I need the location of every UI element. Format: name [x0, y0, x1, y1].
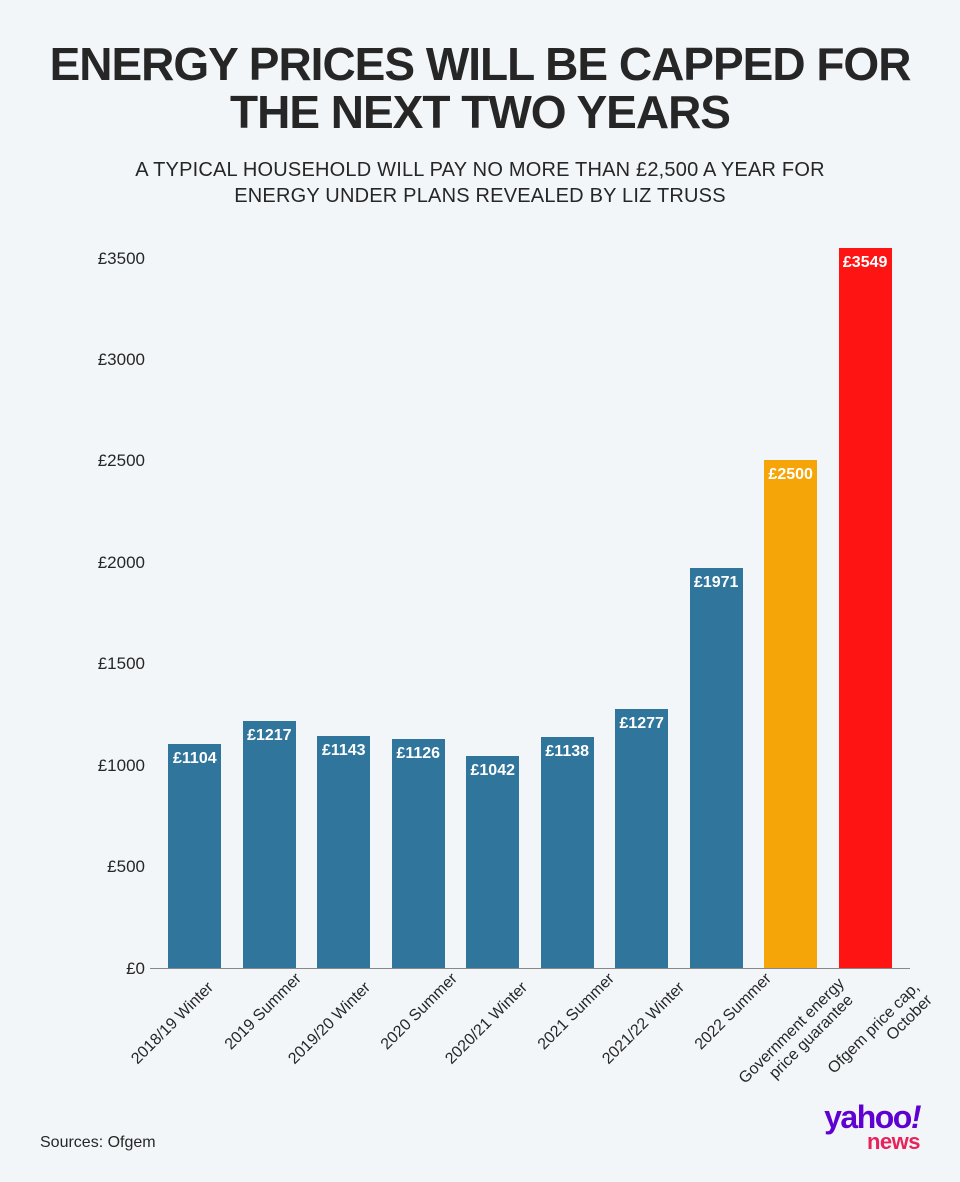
- bar-value-label: £1277: [615, 715, 668, 733]
- x-tick-label: 2018/19 Winter: [126, 979, 218, 1071]
- chart-title: ENERGY PRICES WILL BE CAPPED FOR THE NEX…: [40, 40, 920, 137]
- y-tick-label: £2500: [90, 451, 145, 471]
- bar-value-label: £1971: [690, 574, 743, 592]
- chart-plot: £1104 £1217 £1143 £1126 £1042 £1138 £1277 £1971…: [150, 249, 910, 969]
- x-tick-label: 2019/20 Winter: [283, 979, 375, 1071]
- x-tick-label: 2019 Summer: [221, 979, 296, 1054]
- y-tick-label: £500: [90, 857, 145, 877]
- bar-value-label: £3549: [839, 254, 892, 272]
- bar-value-label: £2500: [764, 466, 817, 484]
- x-tick-label: 2020 Summer: [378, 979, 453, 1054]
- x-tick-label: 2021/22 Winter: [596, 979, 688, 1071]
- bar: £1277: [615, 709, 668, 968]
- bar-value-label: £1104: [168, 750, 221, 768]
- y-tick-label: £3000: [90, 350, 145, 370]
- bar: £2500: [764, 460, 817, 967]
- bar: £1042: [466, 756, 519, 967]
- y-tick-label: £3500: [90, 249, 145, 269]
- bar-value-label: £1042: [466, 762, 519, 780]
- x-tick-label: 2020/21 Winter: [440, 979, 532, 1071]
- bar: £3549: [839, 248, 892, 968]
- bar: £1971: [690, 568, 743, 968]
- bar-value-label: £1217: [243, 727, 296, 745]
- x-tick-label: 2022 Summer: [692, 979, 767, 1054]
- yahoo-news-logo: yahoo! news: [824, 1103, 920, 1152]
- y-tick-label: £1500: [90, 654, 145, 674]
- bar: £1217: [243, 721, 296, 968]
- y-tick-label: £0: [90, 959, 145, 979]
- y-tick-label: £1000: [90, 756, 145, 776]
- bar: £1138: [541, 737, 594, 968]
- chart-area: £0£500£1000£1500£2000£2500£3000£3500 £11…: [90, 249, 910, 969]
- chart-subtitle: A TYPICAL HOUSEHOLD WILL PAY NO MORE THA…: [40, 157, 920, 209]
- bar: £1126: [392, 739, 445, 967]
- bar-value-label: £1126: [392, 745, 445, 763]
- chart-footer: Sources: Ofgem yahoo! news: [40, 1103, 920, 1152]
- bar-value-label: £1138: [541, 743, 594, 761]
- bar: £1143: [317, 736, 370, 968]
- y-tick-label: £2000: [90, 553, 145, 573]
- bar-value-label: £1143: [317, 742, 370, 760]
- x-tick-label: 2021 Summer: [535, 979, 610, 1054]
- source-text: Sources: Ofgem: [40, 1134, 156, 1152]
- bar: £1104: [168, 744, 221, 968]
